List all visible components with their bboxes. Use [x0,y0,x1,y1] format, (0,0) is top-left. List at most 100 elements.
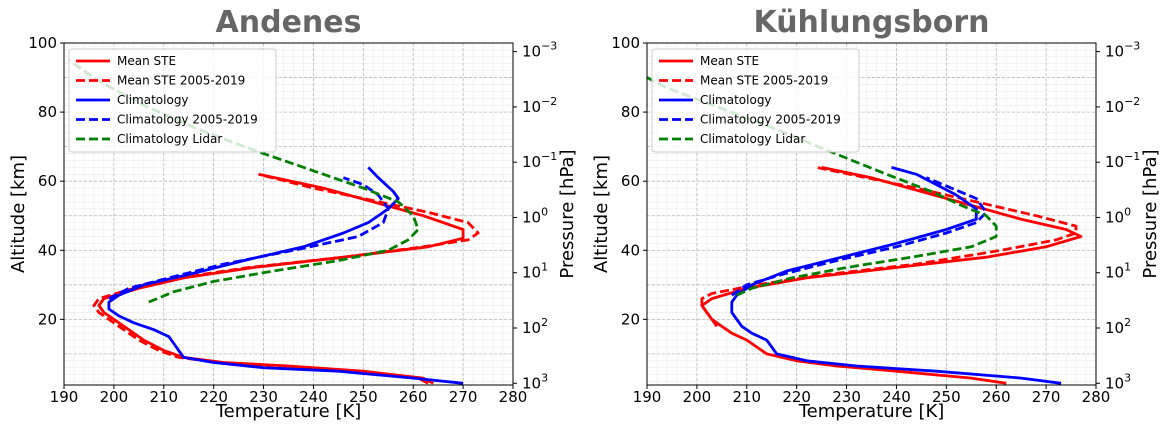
x-tick-label: 230 [249,388,278,406]
pressure-tick-base: 10 [1105,374,1124,392]
y-tick-label: 20 [38,310,57,328]
pressure-tick-base: 10 [1105,98,1124,116]
chart-title: Kühlungsborn [753,5,989,40]
pressure-tick-label: 102 [522,316,548,337]
x-tick-label: 190 [50,388,79,406]
y2-axis-label: Pressure [hPa] [557,149,578,278]
series-line-mean-ste-2005-2019 [92,172,480,385]
y-tick-label: 80 [38,103,57,121]
x-tick-label: 280 [499,388,528,406]
pressure-tick-base: 10 [522,153,541,171]
x-tick-label: 220 [782,388,811,406]
pressure-tick-base: 10 [1105,319,1124,337]
pressure-tick-exponent: 0 [1124,205,1131,218]
pressure-tick-base: 10 [1105,208,1124,226]
pressure-tick-label: 10−2 [1105,95,1140,116]
x-tick-label: 280 [1082,388,1111,406]
x-tick-label: 230 [832,388,861,406]
x-tick-label: 210 [732,388,761,406]
y-axis-label: Altitude [km] [8,155,29,273]
pressure-tick-label: 102 [1105,316,1131,337]
pressure-tick-exponent: −1 [1124,150,1140,163]
legend-box [651,48,860,153]
x-tick-label: 200 [683,388,712,406]
pressure-tick-base: 10 [522,43,541,61]
legend-label: Climatology Lidar [117,132,222,146]
x-tick-label: 210 [149,388,178,406]
pressure-tick-exponent: −1 [541,150,557,163]
x-tick-label: 260 [982,388,1011,406]
legend: Mean STE Mean STE 2005-2019 Climatology Cli… [651,48,860,153]
pressure-tick-exponent: 1 [541,261,548,274]
series-line-climatology-2005-2019 [731,176,988,297]
pressure-tick-exponent: 1 [1124,261,1131,274]
legend-label: Mean STE [117,54,176,68]
x-tick-label: 260 [399,388,428,406]
pressure-tick-label: 10−1 [522,150,557,171]
x-tick-label: 240 [299,388,328,406]
y-tick-label: 20 [621,310,640,328]
pressure-tick-exponent: 0 [541,205,548,218]
pressure-tick-label: 101 [522,261,548,282]
y-tick-label: 40 [38,241,57,259]
pressure-tick-base: 10 [522,374,541,392]
pressure-tick-label: 10−3 [1105,40,1140,61]
y-tick-label: 60 [38,172,57,190]
pressure-tick-base: 10 [1105,43,1124,61]
pressure-tick-label: 103 [522,371,548,392]
pressure-tick-base: 10 [522,98,541,116]
pressure-tick-exponent: 3 [1124,371,1131,384]
pressure-tick-base: 10 [1105,264,1124,282]
x-tick-label: 220 [199,388,228,406]
legend-label: Climatology [117,93,189,107]
y-tick-label: 100 [28,34,57,52]
x-tick-label: 190 [633,388,662,406]
y2-axis-label: Pressure [hPa] [1140,149,1161,278]
pressure-tick-base: 10 [522,208,541,226]
pressure-tick-exponent: −3 [541,40,557,53]
pressure-tick-label: 10−1 [1105,150,1140,171]
legend-label: Climatology Lidar [700,132,805,146]
y-tick-label: 80 [621,103,640,121]
legend-label: Climatology 2005-2019 [700,113,841,127]
x-tick-label: 200 [100,388,129,406]
pressure-tick-label: 100 [522,205,548,226]
series-line-climatology [730,166,1062,385]
y-tick-label: 60 [621,172,640,190]
pressure-tick-label: 10−2 [522,95,557,116]
legend-label: Climatology [700,93,772,107]
x-tick-label: 270 [449,388,478,406]
legend-label: Mean STE 2005-2019 [117,74,245,88]
legend-label: Climatology 2005-2019 [117,113,258,127]
y-tick-label: 100 [611,34,640,52]
legend-label: Mean STE 2005-2019 [700,74,828,88]
chart-title: Andenes [216,5,362,40]
series-line-mean-ste [700,166,1083,385]
pressure-tick-base: 10 [522,264,541,282]
x-axis-label: Temperature [K] [798,401,945,422]
pressure-tick-label: 10−3 [522,40,557,61]
x-tick-label: 250 [932,388,961,406]
plot-frame [646,42,1097,386]
pressure-tick-label: 100 [1105,205,1131,226]
pressure-tick-label: 103 [1105,371,1131,392]
x-tick-label: 270 [1032,388,1061,406]
y-axis-label: Altitude [km] [591,155,612,273]
series-line-mean-ste-2005-2019 [700,166,1078,328]
x-axis-label: Temperature [K] [215,401,362,422]
pressure-tick-exponent: 3 [541,371,548,384]
y-tick-label: 40 [621,241,640,259]
legend: Mean STE Mean STE 2005-2019 Climatology Cli… [68,48,277,153]
pressure-tick-exponent: −2 [1124,95,1140,108]
legend-box [68,48,277,153]
pressure-tick-exponent: 2 [541,316,548,329]
pressure-tick-exponent: −2 [541,95,557,108]
pressure-tick-exponent: 2 [1124,316,1131,329]
x-tick-label: 240 [882,388,911,406]
legend-label: Mean STE [700,54,759,68]
series-line-climatology [107,166,464,385]
x-tick-label: 250 [349,388,378,406]
